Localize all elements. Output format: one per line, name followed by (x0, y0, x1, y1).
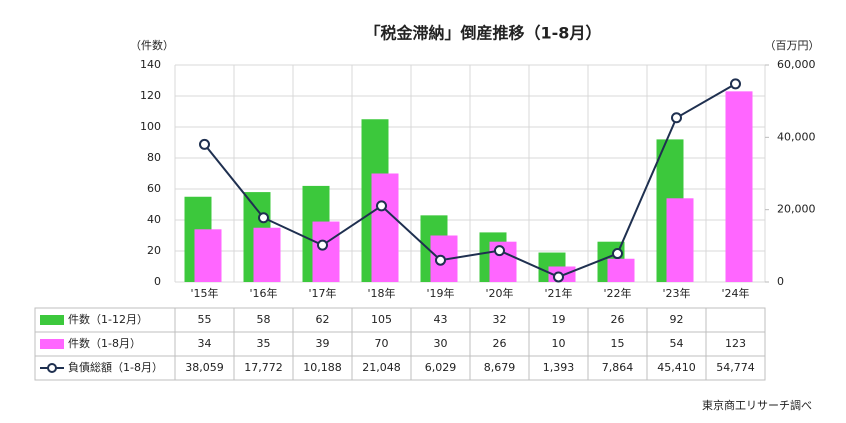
legend-swatch (40, 339, 64, 349)
x-tick-label: '20年 (485, 286, 513, 300)
table-cell: 55 (198, 313, 212, 326)
table-cell: 21,048 (362, 361, 401, 374)
x-tick-label: '24年 (721, 286, 749, 300)
chart-title: 「税金滞納」倒産推移（1-8月） (365, 24, 602, 43)
line-marker (494, 245, 505, 257)
table-cell: 54 (670, 337, 684, 350)
table-cell: 17,772 (244, 361, 283, 374)
line-marker (317, 239, 328, 251)
source: 東京商工リサーチ調べ (702, 398, 812, 412)
table-cell: 39 (316, 337, 330, 350)
y-tick-label: 40 (147, 213, 161, 226)
x-tick-label: '18年 (367, 286, 395, 300)
bar (312, 221, 340, 282)
y2-tick-label: 40,000 (777, 130, 816, 143)
table-cell: 38,059 (185, 361, 224, 374)
table-cell: 34 (198, 337, 212, 350)
y-tick-label: 20 (147, 244, 161, 257)
table-cell: 26 (611, 313, 625, 326)
legend-swatch (40, 315, 64, 325)
x-tick-label: '21年 (544, 286, 572, 300)
y2-tick-label: 60,000 (777, 58, 816, 71)
y-tick-label: 0 (154, 275, 161, 288)
y2-axis-label: （百万円） (765, 39, 820, 52)
table-cell: 8,679 (484, 361, 516, 374)
line-marker (730, 78, 741, 90)
legend-label: 件数（1-8月） (68, 337, 141, 350)
x-tick-label: '16年 (249, 286, 277, 300)
x-tick-label: '23年 (662, 286, 690, 300)
y2-tick-label: 20,000 (777, 203, 816, 216)
y-tick-label: 60 (147, 182, 161, 195)
line-marker (199, 138, 210, 150)
line-marker (376, 200, 387, 212)
table-cell: 62 (316, 313, 330, 326)
table-cell: 92 (670, 313, 684, 326)
table-cell: 6,029 (425, 361, 457, 374)
bar (666, 198, 694, 282)
table-cell: 70 (375, 337, 389, 350)
x-tick-label: '15年 (190, 286, 218, 300)
y-axis-label: （件数） (130, 39, 174, 52)
table-cell: 10 (552, 337, 566, 350)
table-cell: 15 (611, 337, 625, 350)
x-tick-label: '17年 (308, 286, 336, 300)
line-marker (258, 212, 269, 224)
y-tick-label: 80 (147, 151, 161, 164)
table-cell: 10,188 (303, 361, 342, 374)
table-cell: 43 (434, 313, 448, 326)
x-tick-label: '19年 (426, 286, 454, 300)
line-marker (612, 248, 623, 260)
table-cell: 35 (257, 337, 271, 350)
table-cell: 54,774 (716, 361, 755, 374)
table-cell: 123 (725, 337, 746, 350)
table-cell: 30 (434, 337, 448, 350)
y-tick-label: 120 (140, 89, 161, 102)
line-marker (553, 271, 564, 283)
table-cell: 105 (371, 313, 392, 326)
line-marker (671, 112, 682, 124)
table-cell: 45,410 (657, 361, 696, 374)
y-tick-label: 100 (140, 120, 161, 133)
legend-label: 負債総額（1-8月） (68, 360, 163, 374)
table-cell: 1,393 (543, 361, 575, 374)
bar (607, 258, 635, 282)
table-cell: 19 (552, 313, 566, 326)
table-cell: 26 (493, 337, 507, 350)
legend-label: 件数（1-12月） (68, 313, 148, 326)
x-tick-label: '22年 (603, 286, 631, 300)
table-cell: 58 (257, 313, 271, 326)
table-cell: 32 (493, 313, 507, 326)
legend-marker (47, 363, 57, 373)
bar (253, 227, 281, 282)
bar (194, 229, 222, 282)
line-marker (435, 254, 446, 266)
table-cell: 7,864 (602, 361, 634, 374)
bar (371, 173, 399, 282)
line (203, 83, 736, 279)
y-tick-label: 140 (140, 58, 161, 71)
y2-tick-label: 0 (777, 275, 784, 288)
bar (725, 91, 753, 282)
